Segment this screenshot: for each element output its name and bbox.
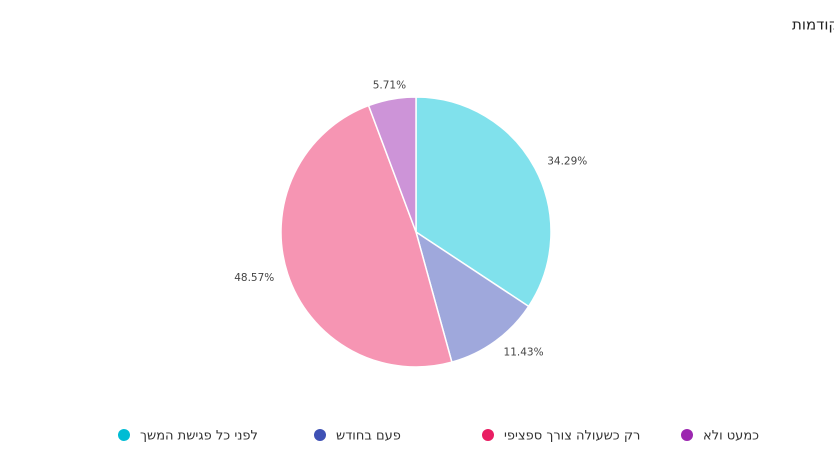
- legend-marker: [482, 429, 494, 441]
- pie-slice: [414, 230, 530, 364]
- legend-marker: [314, 429, 326, 441]
- legend-marker: [681, 429, 693, 441]
- value-label: 5.71%: [373, 79, 406, 91]
- legend-label: כמעט ולא: [703, 429, 759, 444]
- value-label: 48.57%: [234, 272, 274, 284]
- pie-slice: [280, 104, 453, 368]
- legend-label: רק כשעולה צורך ספציפי: [504, 429, 640, 444]
- legend-label: לפני כל פגישת המשך: [140, 429, 258, 444]
- value-label: 11.43%: [504, 347, 544, 359]
- legend-label: פעם בחודש: [336, 429, 401, 444]
- value-label: 34.29%: [547, 155, 587, 167]
- pie-slice: [367, 96, 417, 233]
- chart-title: כמה פעמים בממוצע את/ה חוזר/ת לקרוא תיעוד…: [792, 16, 834, 34]
- legend-marker: [118, 429, 130, 441]
